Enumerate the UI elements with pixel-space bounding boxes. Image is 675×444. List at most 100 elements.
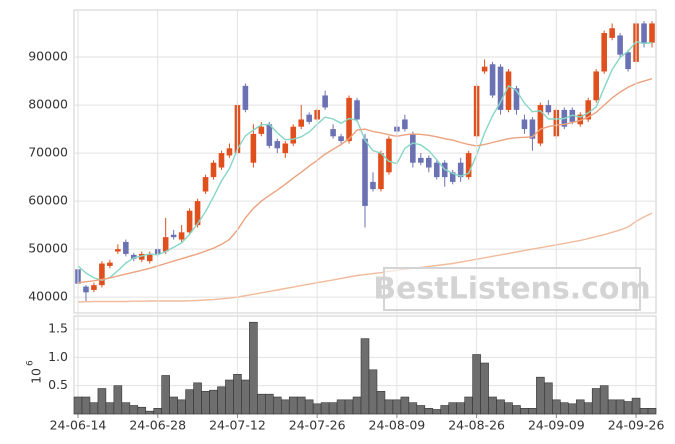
candle-body	[545, 105, 552, 113]
y-tick-label: 80000	[28, 97, 68, 112]
volume-bar	[89, 402, 99, 415]
candle-body	[521, 119, 528, 130]
volume-bar	[265, 393, 274, 415]
candle-body	[346, 97, 352, 142]
volume-bar	[296, 396, 306, 415]
candle-body	[505, 71, 512, 110]
volume-bar	[536, 376, 545, 415]
volume-bar	[209, 389, 218, 415]
candle-body	[250, 133, 257, 163]
y-tick-label: 0.5	[48, 377, 68, 392]
candle-body	[537, 105, 544, 144]
volume-bar	[280, 399, 290, 415]
candle-body	[131, 254, 137, 259]
volume-bar	[368, 369, 378, 415]
y-tick-label: 50000	[28, 241, 68, 256]
y-tick-label: 60000	[28, 193, 68, 208]
candle-body	[425, 157, 432, 168]
x-tick-label: 24-08-26	[448, 418, 505, 433]
price-frame	[73, 9, 657, 314]
volume-bar	[344, 399, 354, 415]
volume-bar	[241, 379, 250, 415]
candle-body	[585, 100, 592, 120]
candle-body	[99, 263, 105, 286]
x-tick-label: 24-09-26	[608, 418, 665, 433]
volume-bar	[201, 391, 210, 415]
x-tick-label: 24-06-14	[50, 418, 107, 433]
volume-bar	[352, 396, 362, 415]
volume-bar	[448, 402, 457, 415]
volume-bar	[169, 396, 178, 415]
candle-body	[497, 66, 504, 110]
volume-bar	[520, 408, 529, 415]
candle-body	[107, 262, 113, 266]
x-tick-label: 24-06-28	[129, 418, 186, 433]
candle-body	[162, 237, 169, 252]
x-tick-label: 24-07-12	[209, 418, 266, 433]
volume-bar	[416, 405, 426, 415]
candle-body	[529, 119, 536, 139]
volume-bar	[424, 408, 434, 415]
volume-bar	[193, 382, 202, 415]
candle-body	[330, 129, 336, 137]
volume-bar	[599, 385, 609, 415]
volume-bar	[440, 405, 450, 415]
volume-bar	[464, 396, 473, 415]
watermark-box	[383, 267, 641, 311]
candle-body	[123, 241, 129, 254]
volume-bar	[623, 401, 633, 415]
candle-body	[593, 71, 599, 101]
volume-bar	[408, 402, 418, 415]
y-tick-label: 1.0	[48, 349, 68, 364]
candle-body	[465, 153, 472, 178]
volume-bar	[233, 374, 242, 415]
volume-bar	[249, 321, 258, 415]
candle-body	[617, 35, 623, 55]
candle-body	[202, 177, 209, 192]
volume-bar	[312, 403, 322, 415]
x-tick-label: 24-07-26	[289, 418, 346, 433]
candle-body	[601, 33, 607, 72]
volume-bar	[512, 405, 521, 415]
volume-bar	[591, 388, 601, 415]
candle-body	[298, 119, 305, 127]
volume-bar	[456, 402, 465, 415]
volume-bar	[113, 385, 123, 415]
candle-body	[433, 162, 440, 178]
candle-body	[115, 249, 121, 252]
candle-body	[83, 286, 89, 293]
candle-body	[290, 126, 297, 144]
volume-bar	[560, 402, 569, 415]
volume-bar	[528, 408, 537, 415]
multiplier-base: 10	[29, 368, 44, 384]
candle-body	[457, 162, 464, 178]
volume-bar	[336, 399, 346, 415]
volume-bar	[496, 399, 505, 415]
y-tick-label: 1.5	[48, 321, 68, 336]
candle-body	[649, 23, 655, 43]
volume-bar	[328, 402, 338, 415]
volume-bar	[480, 362, 489, 415]
volume-bar	[81, 396, 91, 415]
volume-bar	[472, 354, 481, 415]
candle-body	[354, 100, 360, 120]
volume-bar	[376, 391, 386, 415]
candle-body	[481, 66, 488, 72]
candle-body	[146, 253, 153, 262]
candle-body	[378, 153, 384, 190]
volume-bar	[639, 408, 649, 415]
candle-body	[489, 64, 496, 96]
volume-bar	[137, 406, 147, 415]
x-tick-label: 24-08-09	[369, 418, 426, 433]
candle-body	[138, 253, 145, 260]
candle-body	[609, 28, 615, 38]
volume-bar	[504, 402, 513, 415]
candle-body	[418, 157, 424, 163]
volume-bar	[631, 397, 641, 415]
candle-body	[258, 126, 265, 134]
candle-body	[386, 138, 392, 173]
candle-body	[338, 136, 344, 142]
volume-bar	[153, 408, 162, 415]
multiplier-exponent: 6	[26, 360, 36, 366]
watermark: BestListens.com	[373, 272, 651, 307]
